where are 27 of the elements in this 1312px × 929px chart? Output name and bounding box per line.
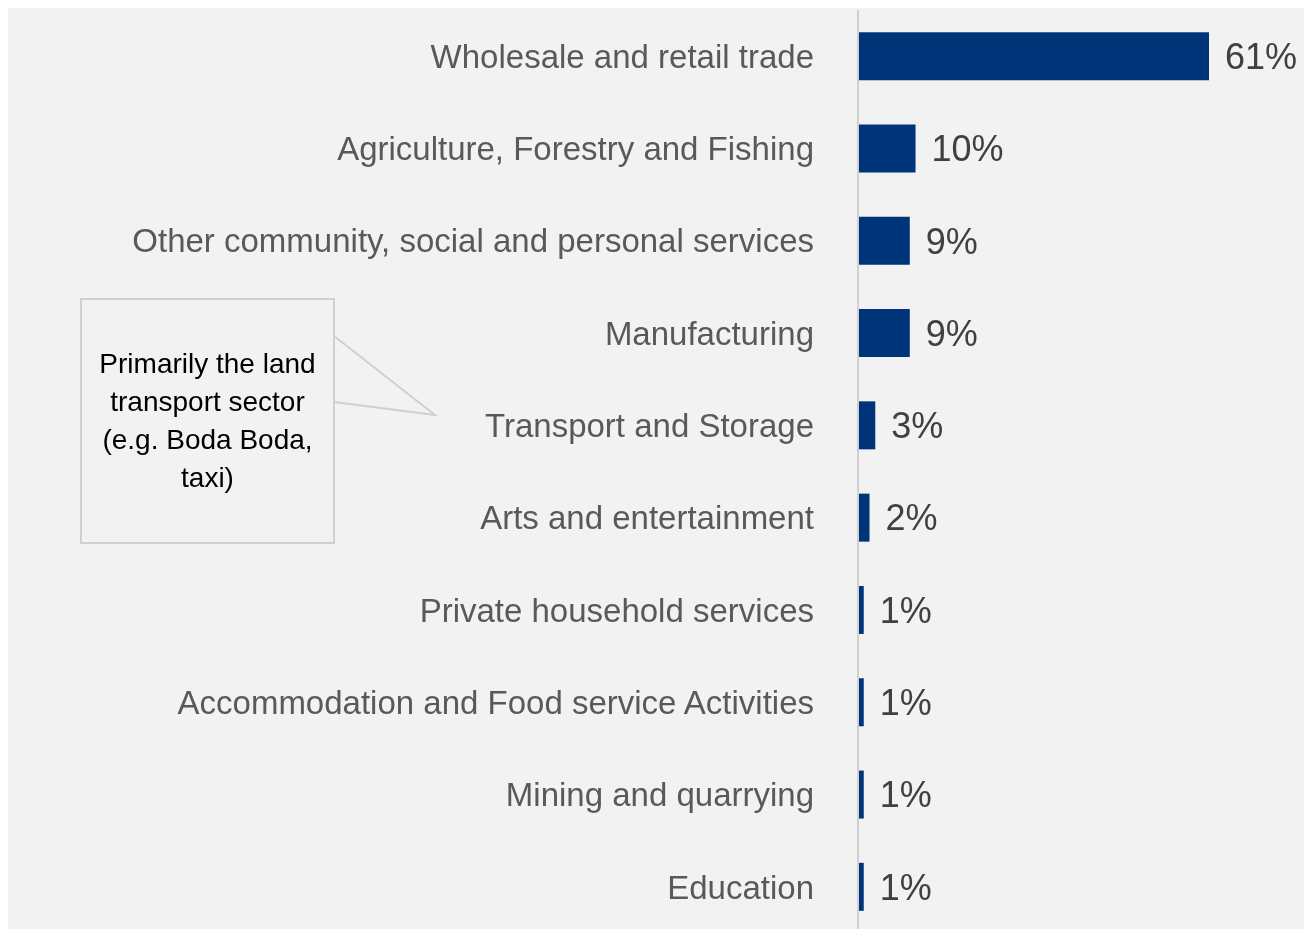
text: Primarily the land transport sector (e.g. Boda Boda, taxi) xyxy=(80,298,335,544)
y-tick-label: Agriculture, Forestry and Fishing xyxy=(337,130,814,168)
bar xyxy=(858,401,876,450)
y-tick-label: Other community, social and personal services xyxy=(132,222,814,260)
data-label: 3% xyxy=(891,405,944,447)
bar xyxy=(858,309,910,358)
data-label: 9% xyxy=(925,220,978,262)
data-label: 1% xyxy=(879,866,932,908)
y-tick-label: Wholesale and retail trade xyxy=(430,37,814,75)
bar xyxy=(858,216,910,265)
data-label: 1% xyxy=(879,682,932,724)
data-label: 10% xyxy=(931,128,1004,170)
y-tick-label: Private household services xyxy=(419,591,814,629)
y-tick-label: Transport and Storage xyxy=(485,407,814,445)
bar xyxy=(858,124,916,173)
y-tick-label: Arts and entertainment xyxy=(480,499,814,537)
data-label: 1% xyxy=(879,774,932,816)
data-label: 61% xyxy=(1225,35,1298,77)
y-tick-label: Education xyxy=(667,868,814,906)
bar xyxy=(858,32,1209,81)
y-tick-label: Manufacturing xyxy=(604,314,814,352)
y-tick-label: Accommodation and Food service Activities xyxy=(177,683,814,721)
y-tick-label: Mining and quarrying xyxy=(505,776,814,814)
bar xyxy=(858,493,870,542)
data-label: 2% xyxy=(885,497,938,539)
data-label: 1% xyxy=(879,589,932,631)
data-label: 9% xyxy=(925,312,978,354)
